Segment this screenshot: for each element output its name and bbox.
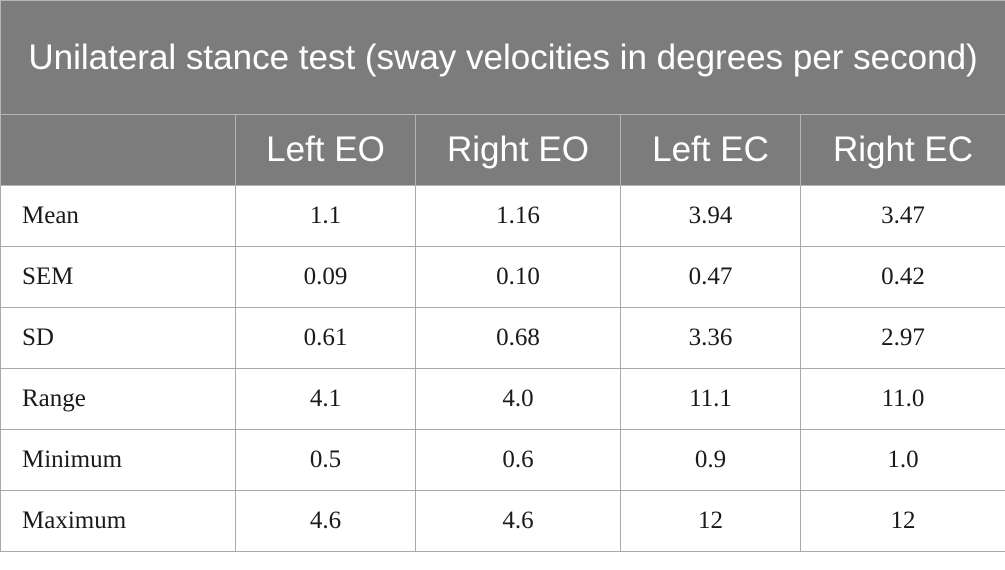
cell-maximum-right-ec: 12	[799, 490, 1005, 552]
cell-maximum-left-ec: 12	[620, 490, 801, 552]
cell-sem-right-ec: 0.42	[799, 246, 1005, 308]
table-row-mean: Mean 1.1 1.16 3.94 3.47	[0, 185, 1005, 247]
row-label-maximum: Maximum	[0, 490, 236, 552]
cell-minimum-right-ec: 1.0	[799, 429, 1005, 491]
column-header-stat	[0, 114, 236, 186]
cell-sem-left-eo: 0.09	[235, 246, 416, 308]
column-header-left-ec: Left EC	[620, 114, 801, 186]
table-row-maximum: Maximum 4.6 4.6 12 12	[0, 490, 1005, 552]
table-row-range: Range 4.1 4.0 11.1 11.0	[0, 368, 1005, 430]
cell-sem-left-ec: 0.47	[620, 246, 801, 308]
table-row-sem: SEM 0.09 0.10 0.47 0.42	[0, 246, 1005, 308]
cell-sd-left-ec: 3.36	[620, 307, 801, 369]
cell-maximum-right-eo: 4.6	[415, 490, 621, 552]
column-header-right-ec: Right EC	[799, 114, 1005, 186]
table-caption: Unilateral stance test (sway velocities …	[0, 0, 1005, 115]
row-label-range: Range	[0, 368, 236, 430]
cell-sd-right-eo: 0.68	[415, 307, 621, 369]
cell-mean-right-eo: 1.16	[415, 185, 621, 247]
table-header-row: Left EO Right EO Left EC Right EC	[0, 114, 1005, 186]
cell-range-right-eo: 4.0	[415, 368, 621, 430]
cell-minimum-left-eo: 0.5	[235, 429, 416, 491]
cell-range-left-ec: 11.1	[620, 368, 801, 430]
cell-minimum-right-eo: 0.6	[415, 429, 621, 491]
cell-range-right-ec: 11.0	[799, 368, 1005, 430]
table-caption-row: Unilateral stance test (sway velocities …	[0, 0, 1005, 115]
table-row-sd: SD 0.61 0.68 3.36 2.97	[0, 307, 1005, 369]
row-label-sd: SD	[0, 307, 236, 369]
column-header-right-eo: Right EO	[415, 114, 621, 186]
row-label-minimum: Minimum	[0, 429, 236, 491]
cell-maximum-left-eo: 4.6	[235, 490, 416, 552]
cell-range-left-eo: 4.1	[235, 368, 416, 430]
table-row-minimum: Minimum 0.5 0.6 0.9 1.0	[0, 429, 1005, 491]
row-label-mean: Mean	[0, 185, 236, 247]
cell-mean-right-ec: 3.47	[799, 185, 1005, 247]
cell-mean-left-eo: 1.1	[235, 185, 416, 247]
sway-velocity-table: Unilateral stance test (sway velocities …	[0, 0, 1005, 552]
column-header-left-eo: Left EO	[235, 114, 416, 186]
stats-table-container: Unilateral stance test (sway velocities …	[0, 0, 1005, 552]
cell-mean-left-ec: 3.94	[620, 185, 801, 247]
cell-sem-right-eo: 0.10	[415, 246, 621, 308]
cell-sd-left-eo: 0.61	[235, 307, 416, 369]
cell-sd-right-ec: 2.97	[799, 307, 1005, 369]
cell-minimum-left-ec: 0.9	[620, 429, 801, 491]
row-label-sem: SEM	[0, 246, 236, 308]
